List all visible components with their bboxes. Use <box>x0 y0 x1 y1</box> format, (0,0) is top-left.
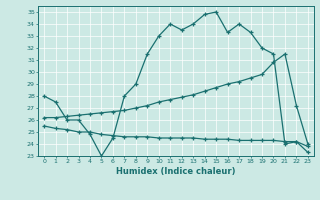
X-axis label: Humidex (Indice chaleur): Humidex (Indice chaleur) <box>116 167 236 176</box>
